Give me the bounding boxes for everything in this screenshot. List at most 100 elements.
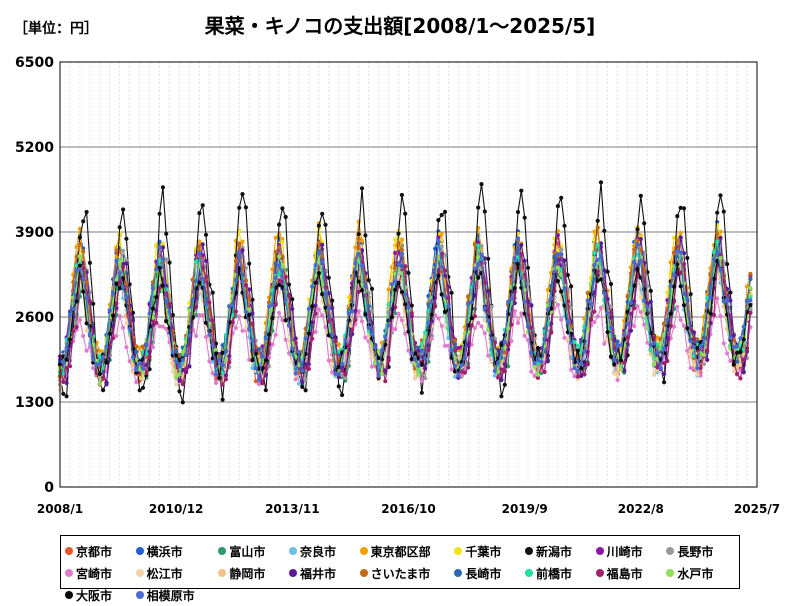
data-point — [615, 377, 620, 383]
data-point — [668, 311, 673, 316]
data-point — [359, 319, 365, 324]
data-point — [313, 262, 318, 268]
legend-item: 静岡市 — [218, 562, 287, 584]
data-point — [462, 370, 467, 375]
data-point — [87, 332, 92, 337]
data-point — [615, 339, 620, 344]
data-point — [310, 284, 315, 289]
data-point — [386, 358, 391, 363]
data-point — [512, 309, 517, 314]
data-point — [615, 369, 620, 374]
data-point — [731, 333, 736, 338]
x-tick-label: 2010/12 — [149, 502, 203, 516]
data-point — [223, 349, 229, 354]
data-point — [569, 340, 574, 345]
data-point — [369, 364, 375, 369]
data-point — [177, 372, 182, 377]
data-point — [200, 242, 205, 247]
data-point — [257, 377, 262, 382]
data-point — [592, 263, 597, 268]
data-point — [330, 333, 335, 338]
data-point — [293, 336, 298, 341]
data-point — [559, 252, 564, 257]
data-point — [608, 325, 614, 330]
legend-swatch — [595, 569, 604, 577]
data-point — [512, 256, 517, 261]
data-point — [655, 350, 660, 355]
data-point — [515, 262, 521, 267]
data-point — [718, 255, 723, 261]
data-point — [472, 293, 477, 298]
data-point — [705, 348, 710, 353]
data-point — [386, 323, 391, 328]
data-point — [389, 315, 394, 320]
legend-item: 大阪市 — [65, 584, 134, 606]
data-point — [247, 296, 252, 301]
data-point — [74, 325, 79, 330]
data-point — [84, 321, 89, 326]
legend-swatch — [359, 569, 368, 577]
data-point — [250, 321, 255, 326]
data-point — [260, 344, 265, 349]
data-point — [715, 296, 720, 301]
data-point — [442, 253, 448, 258]
data-point — [662, 380, 667, 385]
data-point — [114, 281, 119, 286]
data-point — [286, 351, 292, 356]
data-point — [369, 309, 375, 314]
data-point — [502, 340, 507, 345]
data-point — [525, 324, 531, 329]
data-point — [618, 367, 624, 372]
data-point — [715, 210, 720, 215]
data-point — [247, 357, 252, 362]
legend-item: 長野市 — [666, 540, 735, 562]
data-point — [442, 343, 448, 348]
data-point — [283, 214, 288, 220]
data-point — [555, 279, 561, 284]
data-point — [210, 342, 215, 347]
data-point — [64, 346, 69, 351]
y-tick-label: 1300 — [15, 395, 54, 411]
data-point — [559, 317, 564, 322]
data-point — [426, 320, 431, 325]
data-point — [194, 279, 199, 284]
data-point — [638, 294, 643, 299]
data-point — [678, 235, 683, 240]
data-point — [492, 368, 497, 374]
data-point — [277, 245, 282, 250]
data-point — [359, 263, 365, 269]
data-point — [353, 245, 358, 250]
data-point — [91, 366, 96, 371]
data-point — [549, 296, 554, 301]
data-point — [97, 381, 102, 386]
data-point — [190, 277, 195, 282]
data-point — [270, 316, 275, 321]
data-point — [476, 205, 481, 210]
data-point — [197, 239, 202, 244]
data-point — [462, 355, 467, 361]
data-point — [718, 267, 723, 272]
data-point — [439, 237, 444, 242]
data-point — [71, 329, 76, 334]
data-point — [638, 259, 643, 264]
data-point — [559, 289, 564, 294]
data-point — [681, 323, 687, 328]
data-point — [482, 209, 487, 214]
data-point — [678, 250, 683, 255]
data-point — [542, 336, 547, 341]
data-point — [588, 302, 594, 307]
data-point — [346, 295, 351, 300]
data-point — [579, 361, 584, 366]
data-point — [77, 241, 82, 247]
data-point — [220, 363, 225, 368]
data-point — [522, 299, 527, 304]
data-point — [213, 372, 219, 377]
data-point — [399, 289, 404, 295]
data-point — [555, 204, 561, 209]
data-point — [127, 326, 132, 332]
data-point — [668, 283, 673, 288]
data-point — [529, 350, 534, 356]
data-point — [486, 256, 491, 261]
legend-item: 福井市 — [288, 562, 358, 584]
data-point — [233, 258, 238, 263]
